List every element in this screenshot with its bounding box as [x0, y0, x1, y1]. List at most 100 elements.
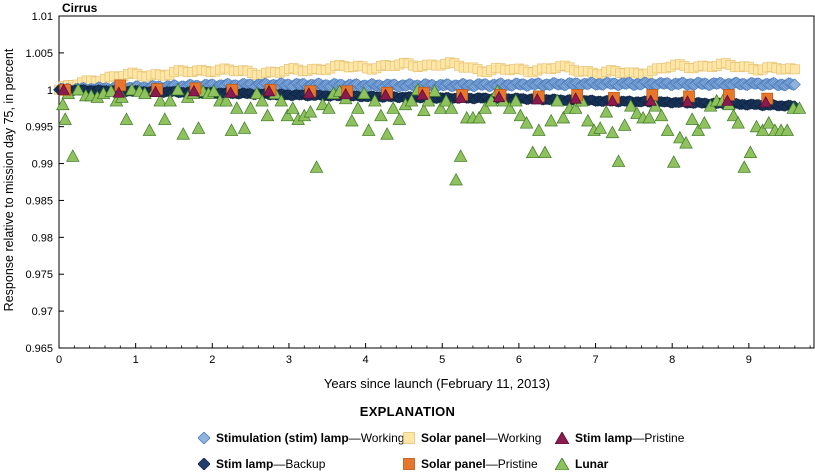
lunar-point: [280, 108, 295, 122]
lunar-point: [237, 121, 252, 134]
lunar-point: [260, 108, 275, 122]
lunar-point: [532, 123, 546, 136]
legend-label-rest: —Pristine: [632, 431, 685, 445]
lunar-point: [525, 145, 540, 159]
lunar-point: [351, 101, 365, 114]
lunar-point: [361, 123, 376, 136]
lunar-point: [357, 86, 371, 100]
lunar-point: [568, 101, 583, 114]
lunar-point: [386, 101, 400, 114]
lunar-point: [550, 93, 565, 107]
stim-working-point: [788, 78, 801, 91]
lunar-point: [472, 110, 486, 124]
lunar-point: [755, 123, 770, 136]
stim-pristine-point: [339, 87, 352, 100]
lunar-point: [697, 116, 712, 129]
lunar-point: [207, 84, 221, 97]
y-tick-label: 0.965: [25, 343, 53, 355]
stim-pristine-point: [379, 88, 392, 100]
lunar-point: [153, 93, 167, 107]
legend-label-rest: —Backup: [273, 457, 326, 471]
lunar-point: [673, 130, 687, 144]
square-icon: [403, 432, 415, 444]
stim-pristine-point: [262, 84, 276, 97]
lunar-point: [303, 104, 318, 118]
lunar-point: [685, 112, 699, 125]
lunar-point: [219, 93, 233, 107]
legend-label-rest: —Working: [485, 431, 542, 445]
triangle-icon: [555, 432, 569, 444]
stim-pristine-point: [531, 93, 544, 105]
lunar-point: [322, 101, 336, 114]
diamond-icon: [198, 458, 210, 470]
lunar-point: [243, 101, 258, 114]
stim-pristine-point: [606, 94, 619, 106]
plot-area: 0 1 2 3 4 5 6 7 8 9 0.965 0.97 0.975 0.98 0.985 0.99 0.9…: [25, 11, 815, 366]
lunar-point: [58, 112, 72, 125]
y-tick-label: 0.995: [25, 122, 53, 134]
lunar-point: [230, 101, 244, 114]
lunar-point: [249, 86, 264, 100]
lunar-point: [726, 108, 741, 122]
lunar-point: [104, 84, 118, 97]
lunar-point: [509, 93, 523, 107]
stim-pristine-point: [721, 94, 734, 106]
lunar-point: [556, 110, 571, 124]
legend-title: EXPLANATION: [359, 404, 456, 419]
lunar-point: [624, 99, 638, 112]
lunar-point: [544, 113, 558, 127]
lunar-point: [224, 123, 239, 136]
x-tick-label: 5: [439, 354, 445, 366]
stim-pristine-point: [759, 95, 772, 108]
stim-pristine-point: [302, 87, 316, 99]
lunar-point: [417, 103, 431, 116]
legend-label-bold: Solar panel: [421, 457, 486, 471]
legend-label-rest: —Pristine: [485, 457, 538, 471]
legend-label-bold: Solar panel: [421, 431, 486, 445]
stim-pristine-point: [569, 92, 582, 104]
stim-pristine-point: [644, 94, 657, 106]
solar-working-point: [789, 64, 800, 75]
legend-item-stim-backup: Stim lamp —Backup: [198, 457, 325, 471]
lunar-point: [611, 154, 626, 167]
square-icon: [403, 458, 415, 470]
lunar-point: [163, 93, 177, 107]
lunar-point: [285, 101, 300, 114]
legend-item-stim-pristine: Stim lamp —Pristine: [555, 431, 684, 445]
x-tick-label: 3: [286, 354, 292, 366]
lunar-point: [513, 108, 528, 122]
legend-label-bold: Lunar: [575, 457, 609, 471]
legend-label-bold: Stim lamp: [575, 431, 633, 445]
lunar-point: [581, 113, 595, 127]
lunar-point: [654, 108, 669, 122]
lunar-point: [691, 123, 706, 136]
lunar-point: [660, 123, 675, 136]
lunar-point: [780, 123, 794, 136]
lunar-point: [71, 82, 85, 96]
lunar-point: [439, 93, 453, 107]
lunar-point: [519, 116, 534, 129]
legend-label-bold: Stimulation (stim) lamp: [216, 431, 349, 445]
stim-pristine-point: [57, 83, 70, 95]
lunar-point: [731, 116, 745, 129]
diamond-icon: [198, 432, 210, 444]
x-tick-label: 9: [746, 354, 752, 366]
stim-pristine-point: [454, 91, 467, 103]
series-layer: [53, 57, 807, 186]
y-tick-label: 0.98: [32, 232, 53, 244]
legend-item-solar-working: Solar panel —Working: [403, 431, 541, 445]
lunar-point: [502, 101, 517, 114]
stim-pristine-point: [492, 90, 506, 103]
lunar-point: [374, 108, 388, 122]
lunar-point: [605, 125, 620, 139]
lunar-point: [191, 121, 206, 134]
y-axis-label: Response relative to mission day 75, in …: [2, 48, 16, 311]
lunar-point: [433, 101, 448, 114]
triangle-icon: [555, 458, 569, 470]
y-tick-label: 1.005: [25, 48, 53, 60]
lunar-point: [176, 127, 190, 140]
lunar-point: [138, 86, 152, 100]
legend-label-rest: —Working: [348, 431, 405, 445]
lunar-point: [679, 135, 693, 149]
legend-item-stim-working: Stimulation (stim) lamp —Working: [198, 431, 404, 445]
